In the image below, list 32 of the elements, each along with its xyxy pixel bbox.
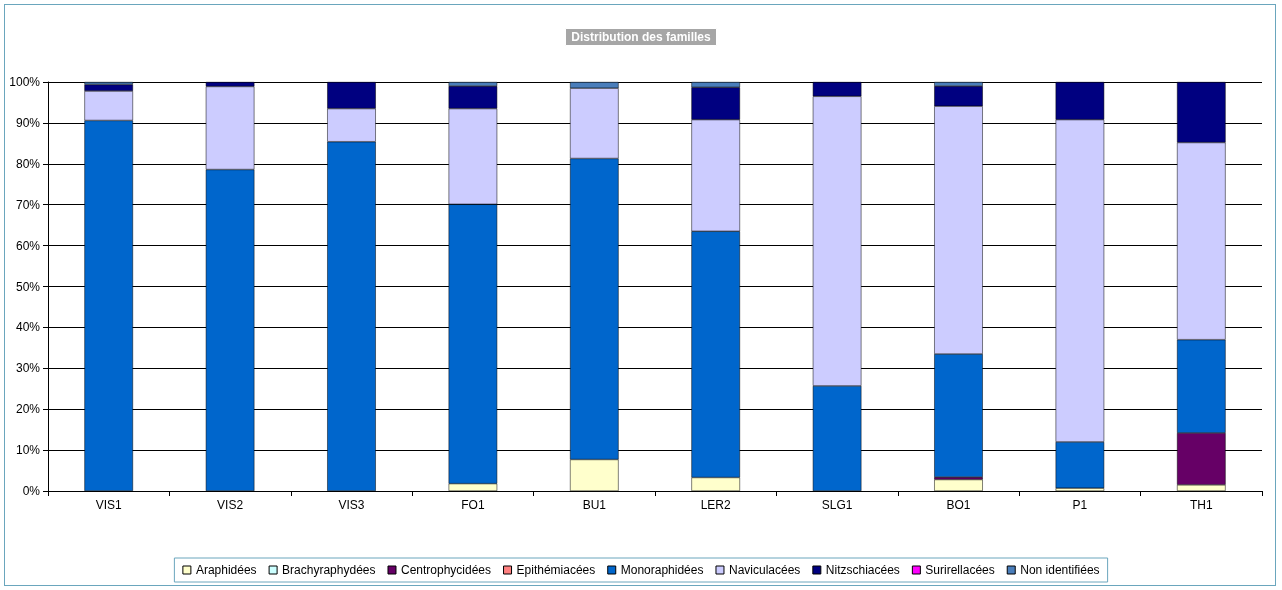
bar [934,479,983,491]
legend-label: Araphidées [195,563,257,577]
x-tick-label: TH1 [1189,498,1213,512]
x-tick-label: BU1 [582,498,607,512]
x-tick-label: P1 [1072,498,1088,512]
x-tick-label: SLG1 [821,498,853,512]
x-tick-label: LER2 [700,498,732,512]
x-tick-label: BO1 [946,498,971,512]
x-tick-label: VIS2 [217,498,244,512]
y-tick-label: 60% [15,238,41,253]
y-tick-label: 10% [15,443,41,458]
y-tick-label: 40% [15,320,41,335]
legend-label: Centrophycidées [400,563,492,577]
legend-label: Monoraphidées [620,563,704,577]
y-tick-label: 50% [15,279,41,294]
y-tick-label: 80% [15,156,41,171]
chart-title: Distribution des familles [571,30,712,44]
y-tick-label: 20% [15,402,41,417]
legend-label: Surirellacées [925,563,995,577]
y-tick-label: 90% [15,115,41,130]
y-tick-label: 70% [15,197,41,212]
legend-label: Epithémiacées [516,563,596,577]
legend-label: Naviculacées [728,563,801,577]
y-tick-label: 100% [9,75,41,89]
y-tick-label: 30% [15,361,41,376]
legend-label: Brachyraphydées [282,563,376,577]
x-tick-label: VIS1 [95,498,123,512]
x-tick-label: VIS3 [338,498,365,512]
legend-label: Non identifiées [1020,563,1100,577]
legend-label: Nitzschiacées [825,563,900,577]
x-tick-label: FO1 [461,498,485,512]
y-tick-label: 0% [22,484,41,498]
